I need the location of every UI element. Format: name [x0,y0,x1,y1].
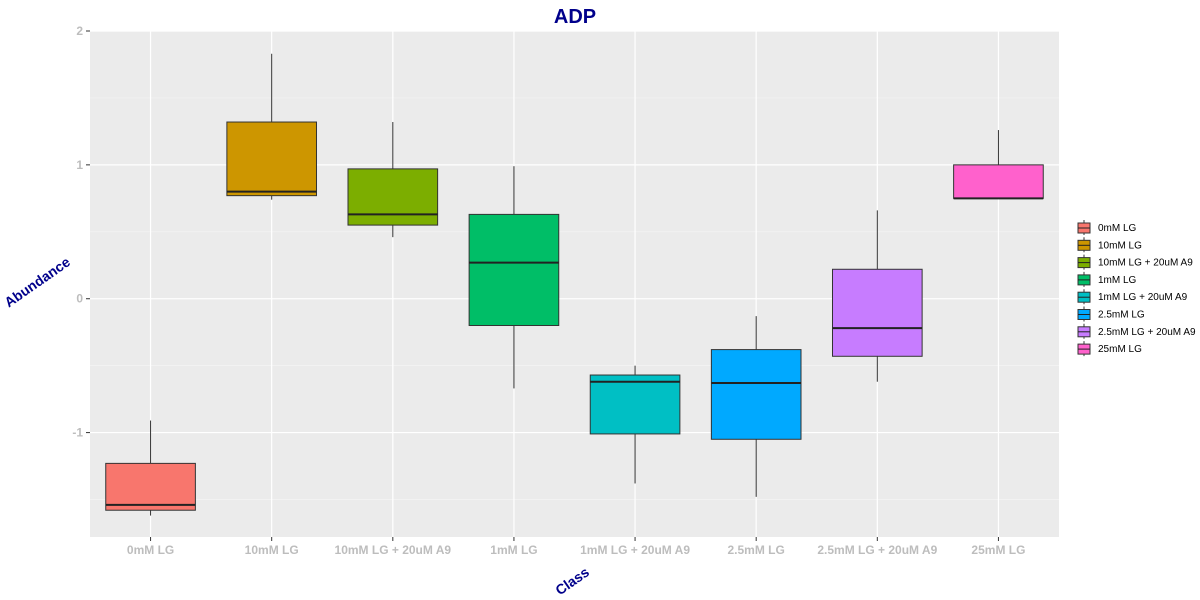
x-tick-label: 1mM LG [490,543,537,557]
legend-item: 2.5mM LG [1077,306,1145,322]
y-tick-label: 0 [76,292,83,306]
x-axis-title: Class [552,564,592,599]
legend-label: 2.5mM LG + 20uM A9 [1098,327,1196,338]
chart-legend: 0mM LG 10mM LG 10mM LG + 20uM A9 1mM LG 1mM … [1077,220,1196,357]
x-tick-label: 0mM LG [127,543,174,557]
axis-labels: 2 1 0 -1 0mM LG 10mM LG 10mM LG + 20uM A9 1mM L… [72,24,1025,557]
y-tick-label: 2 [76,24,83,38]
legend-item: 1mM LG + 20uM A9 [1077,289,1188,305]
box-series [105,53,1044,516]
legend-item: 1mM LG [1077,271,1137,287]
box-body [589,374,681,435]
legend-item: 10mM LG + 20uM A9 [1077,254,1193,270]
legend-label: 1mM LG [1098,275,1137,286]
box-4 [589,365,681,484]
x-tick-label: 2.5mM LG [728,543,785,557]
box-body [226,121,318,197]
legend-item: 0mM LG [1077,220,1137,235]
legend-item: 2.5mM LG + 20uM A9 [1077,323,1196,339]
box-1 [226,53,318,200]
chart-title: ADP [554,6,596,28]
x-tick-label: 25mM LG [971,543,1025,557]
x-tick-label: 2.5mM LG + 20uM A9 [817,543,937,557]
y-axis-title: Abundance [1,253,73,310]
legend-item: 25mM LG [1077,341,1142,357]
legend-label: 25mM LG [1098,344,1142,355]
box-body [105,462,196,511]
box-6 [831,210,923,382]
legend-item: 10mM LG [1077,237,1142,253]
x-tick-label: 10mM LG + 20uM A9 [335,543,452,557]
box-3 [468,166,560,389]
y-tick-label: -1 [72,426,83,440]
box-body [831,268,923,357]
box-body [710,349,802,440]
x-tick-label: 10mM LG [245,543,299,557]
legend-label: 0mM LG [1098,223,1137,234]
box-body [468,213,560,326]
box-5 [710,316,802,497]
box-7 [953,130,1044,200]
legend-label: 10mM LG [1098,240,1142,251]
box-0 [105,420,196,516]
legend-label: 1mM LG + 20uM A9 [1098,292,1188,303]
y-tick-label: 1 [76,158,83,172]
box-body [953,164,1044,199]
legend-label: 10mM LG + 20uM A9 [1098,258,1193,269]
box-body [347,168,439,226]
x-tick-label: 1mM LG + 20uM A9 [580,543,690,557]
grid-lines [86,30,1059,541]
legend-label: 2.5mM LG [1098,310,1145,321]
box-2 [347,122,439,238]
